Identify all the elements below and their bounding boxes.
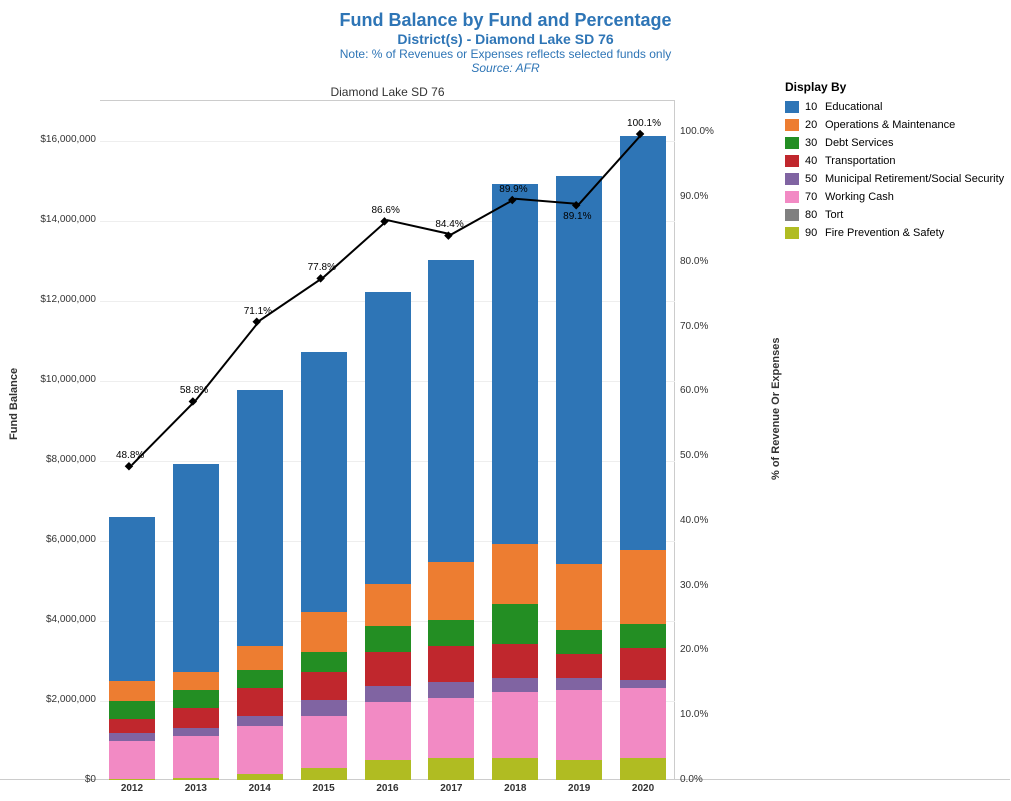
legend-swatch bbox=[785, 119, 799, 131]
y-right-tick: 40.0% bbox=[680, 515, 708, 526]
legend-label: Debt Services bbox=[825, 137, 893, 149]
legend-swatch bbox=[785, 101, 799, 113]
line-label: 84.4% bbox=[435, 219, 463, 230]
line-label: 89.9% bbox=[499, 184, 527, 195]
legend-item-ops[interactable]: 20Operations & Maintenance bbox=[785, 116, 1004, 134]
y-left-tick: $16,000,000 bbox=[6, 134, 96, 145]
y-left-tick: $2,000,000 bbox=[6, 694, 96, 705]
y-left-tick: $12,000,000 bbox=[6, 294, 96, 305]
legend: Display By 10Educational20Operations & M… bbox=[785, 80, 1004, 242]
legend-code: 20 bbox=[805, 119, 825, 131]
legend-label: Operations & Maintenance bbox=[825, 119, 955, 131]
legend-label: Educational bbox=[825, 101, 883, 113]
legend-swatch bbox=[785, 191, 799, 203]
x-tick: 2016 bbox=[358, 783, 418, 794]
x-tick: 2018 bbox=[485, 783, 545, 794]
x-tick: 2020 bbox=[613, 783, 673, 794]
legend-item-fire[interactable]: 90Fire Prevention & Safety bbox=[785, 224, 1004, 242]
legend-label: Municipal Retirement/Social Security bbox=[825, 173, 1004, 185]
y-left-tick: $10,000,000 bbox=[6, 374, 96, 385]
y-right-tick: 20.0% bbox=[680, 644, 708, 655]
y-left-tick: $0 bbox=[6, 774, 96, 785]
line-label: 71.1% bbox=[244, 306, 272, 317]
legend-item-debt[interactable]: 30Debt Services bbox=[785, 134, 1004, 152]
legend-label: Transportation bbox=[825, 155, 896, 167]
chart-note: Note: % of Revenues or Expenses reflects… bbox=[0, 47, 1011, 61]
x-tick: 2017 bbox=[421, 783, 481, 794]
line-label: 48.8% bbox=[116, 450, 144, 461]
y-axis-right-label: % of Revenue Or Expenses bbox=[770, 338, 782, 480]
y-right-tick: 90.0% bbox=[680, 191, 708, 202]
legend-label: Fire Prevention & Safety bbox=[825, 227, 944, 239]
legend-code: 30 bbox=[805, 137, 825, 149]
line-label: 77.8% bbox=[308, 262, 336, 273]
line-label: 89.1% bbox=[563, 211, 591, 222]
chart-title: Fund Balance by Fund and Percentage bbox=[0, 10, 1011, 31]
y-right-tick: 10.0% bbox=[680, 709, 708, 720]
x-tick: 2014 bbox=[230, 783, 290, 794]
y-right-tick: 100.0% bbox=[680, 126, 714, 137]
legend-code: 90 bbox=[805, 227, 825, 239]
y-right-tick: 0.0% bbox=[680, 774, 703, 785]
y-right-tick: 80.0% bbox=[680, 256, 708, 267]
legend-item-tort[interactable]: 80Tort bbox=[785, 206, 1004, 224]
y-left-tick: $14,000,000 bbox=[6, 214, 96, 225]
legend-code: 10 bbox=[805, 101, 825, 113]
legend-label: Tort bbox=[825, 209, 843, 221]
x-tick: 2019 bbox=[549, 783, 609, 794]
legend-swatch bbox=[785, 173, 799, 185]
legend-swatch bbox=[785, 137, 799, 149]
line-label: 86.6% bbox=[372, 205, 400, 216]
legend-item-edu[interactable]: 10Educational bbox=[785, 98, 1004, 116]
legend-code: 40 bbox=[805, 155, 825, 167]
legend-swatch bbox=[785, 209, 799, 221]
chart-source: Source: AFR bbox=[0, 61, 1011, 75]
y-right-tick: 70.0% bbox=[680, 321, 708, 332]
legend-code: 80 bbox=[805, 209, 825, 221]
title-block: Fund Balance by Fund and Percentage Dist… bbox=[0, 0, 1011, 75]
legend-code: 50 bbox=[805, 173, 825, 185]
legend-code: 70 bbox=[805, 191, 825, 203]
line-label: 58.8% bbox=[180, 385, 208, 396]
y-right-tick: 60.0% bbox=[680, 385, 708, 396]
y-left-tick: $8,000,000 bbox=[6, 454, 96, 465]
panel-title: Diamond Lake SD 76 bbox=[100, 85, 675, 99]
y-left-tick: $6,000,000 bbox=[6, 534, 96, 545]
chart-plot-area bbox=[100, 100, 675, 780]
x-tick: 2013 bbox=[166, 783, 226, 794]
legend-item-trans[interactable]: 40Transportation bbox=[785, 152, 1004, 170]
legend-swatch bbox=[785, 227, 799, 239]
x-tick: 2015 bbox=[294, 783, 354, 794]
legend-item-muni[interactable]: 50Municipal Retirement/Social Security bbox=[785, 170, 1004, 188]
y-right-tick: 30.0% bbox=[680, 580, 708, 591]
legend-title: Display By bbox=[785, 80, 1004, 94]
legend-item-cash[interactable]: 70Working Cash bbox=[785, 188, 1004, 206]
chart-subtitle: District(s) - Diamond Lake SD 76 bbox=[0, 31, 1011, 47]
y-right-tick: 50.0% bbox=[680, 450, 708, 461]
line-label: 100.1% bbox=[627, 118, 661, 129]
legend-swatch bbox=[785, 155, 799, 167]
legend-label: Working Cash bbox=[825, 191, 894, 203]
y-left-tick: $4,000,000 bbox=[6, 614, 96, 625]
x-tick: 2012 bbox=[102, 783, 162, 794]
percentage-line bbox=[100, 101, 675, 781]
